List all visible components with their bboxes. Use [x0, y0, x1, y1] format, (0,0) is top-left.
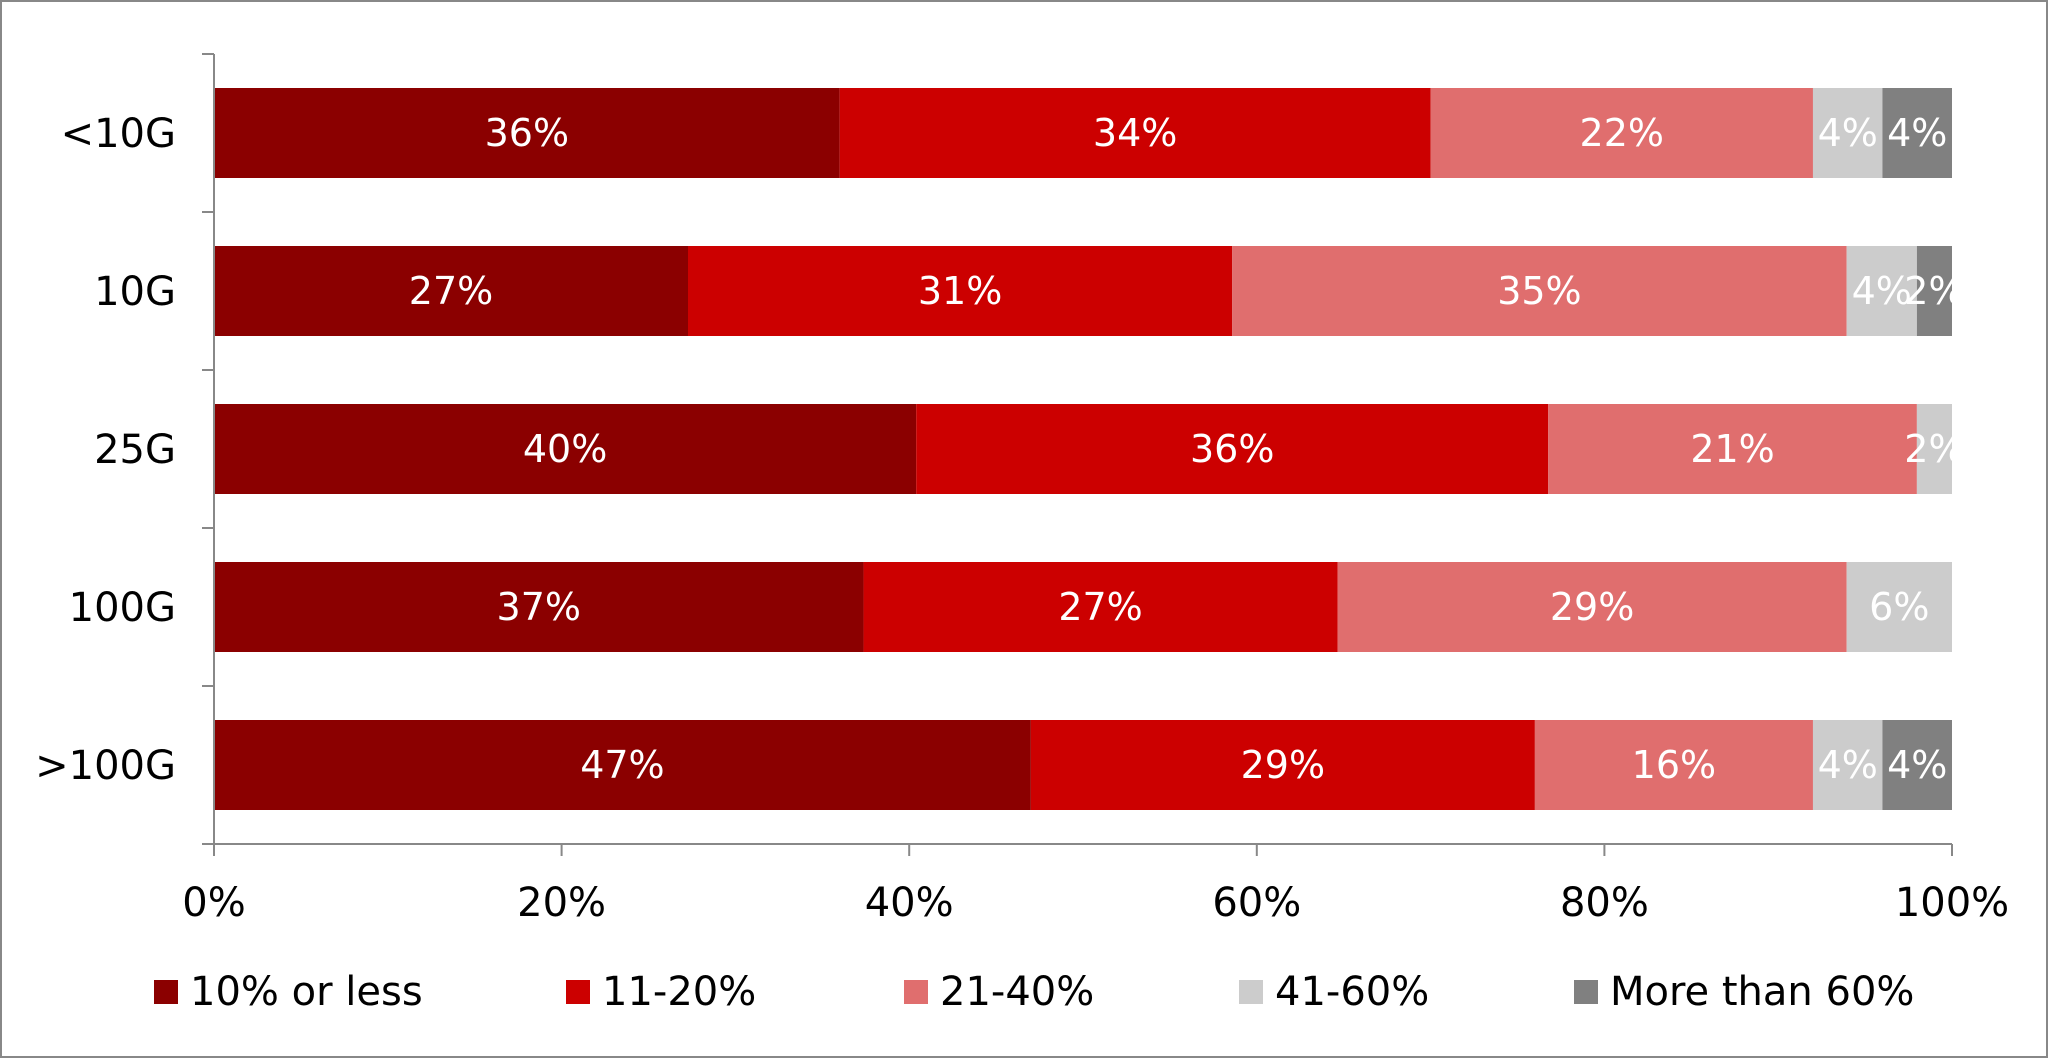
bar-segment [1846, 562, 1952, 652]
axes-group: <10G 10G 25G 100G >100G 0% 20% 40% 60% 80% 100% [35, 53, 2009, 926]
legend-label: More than 60% [1610, 969, 1914, 1015]
category-label: 10G [94, 269, 176, 315]
legend-swatch [154, 980, 178, 1004]
bar-value-label: 2% [1904, 269, 1964, 313]
bar-value-label: 36% [485, 111, 569, 155]
bar-segment [863, 562, 1338, 652]
bar-segment [1548, 404, 1917, 494]
legend-label: 41-60% [1275, 969, 1429, 1015]
bar-segment [839, 88, 1431, 178]
bar-value-label: 4% [1818, 111, 1878, 155]
bar-segment [1916, 404, 1952, 494]
legend-label: 21-40% [940, 969, 1094, 1015]
bars-group [214, 88, 1952, 810]
bar-value-label: 27% [409, 269, 493, 313]
bar-segment [1534, 720, 1813, 810]
bar-value-label: 35% [1497, 269, 1581, 313]
bar-value-label: 4% [1887, 111, 1947, 155]
x-tick-label: 40% [865, 880, 954, 926]
bar-value-label: 27% [1058, 585, 1142, 629]
bar-segment [214, 562, 864, 652]
bar-segment [214, 404, 917, 494]
category-label: 100G [69, 585, 176, 631]
bar-segment [916, 404, 1549, 494]
bar-value-label: 21% [1690, 427, 1774, 471]
bar-value-label: 34% [1093, 111, 1177, 155]
category-label: 25G [94, 427, 176, 473]
bar-segment [1812, 88, 1883, 178]
legend-swatch [566, 980, 590, 1004]
x-tick-label: 60% [1212, 880, 1301, 926]
legend-label: 11-20% [602, 969, 756, 1015]
x-tick-label: 20% [517, 880, 606, 926]
legend-label: 10% or less [190, 969, 423, 1015]
legend-swatch [1239, 980, 1263, 1004]
bar-segment [214, 88, 840, 178]
bar-value-label: 29% [1550, 585, 1634, 629]
bar-segment [1812, 720, 1883, 810]
bar-value-label: 31% [918, 269, 1002, 313]
bar-value-label: 36% [1190, 427, 1274, 471]
x-tick-label: 0% [182, 880, 245, 926]
bar-segment [214, 246, 688, 336]
bar-segment [1337, 562, 1847, 652]
legend-swatch [1574, 980, 1598, 1004]
bar-value-label: 6% [1869, 585, 1929, 629]
bar-segment [1430, 88, 1813, 178]
bar-segment [214, 720, 1031, 810]
legend: 10% or less 11-20% 21-40% 41-60% More than 6… [154, 969, 1914, 1015]
x-tick-label: 100% [1895, 880, 2009, 926]
bar-value-label: 37% [497, 585, 581, 629]
bar-labels-group: 36% 34% 22% 4% 4%27% 31% 35% 4%2%40% 36% 21% 2%37%… [409, 111, 1965, 787]
bar-value-label: 40% [523, 427, 607, 471]
bar-value-label: 16% [1632, 743, 1716, 787]
x-tick-label: 80% [1560, 880, 1649, 926]
bar-value-label: 47% [580, 743, 664, 787]
bar-value-label: 2% [1904, 427, 1964, 471]
bar-segment [1846, 246, 1917, 336]
legend-swatch [904, 980, 928, 1004]
bar-segment [1232, 246, 1847, 336]
bar-value-label: 29% [1241, 743, 1325, 787]
bar-value-label: 4% [1852, 269, 1912, 313]
bar-segment [1882, 720, 1952, 810]
category-label: <10G [61, 111, 176, 157]
bar-value-label: 22% [1580, 111, 1664, 155]
bar-segment [1916, 246, 1952, 336]
bar-segment [688, 246, 1233, 336]
bar-value-label: 4% [1887, 743, 1947, 787]
bar-segment [1030, 720, 1535, 810]
category-label: >100G [35, 743, 176, 789]
bar-segment [1882, 88, 1952, 178]
bar-value-label: 4% [1818, 743, 1878, 787]
